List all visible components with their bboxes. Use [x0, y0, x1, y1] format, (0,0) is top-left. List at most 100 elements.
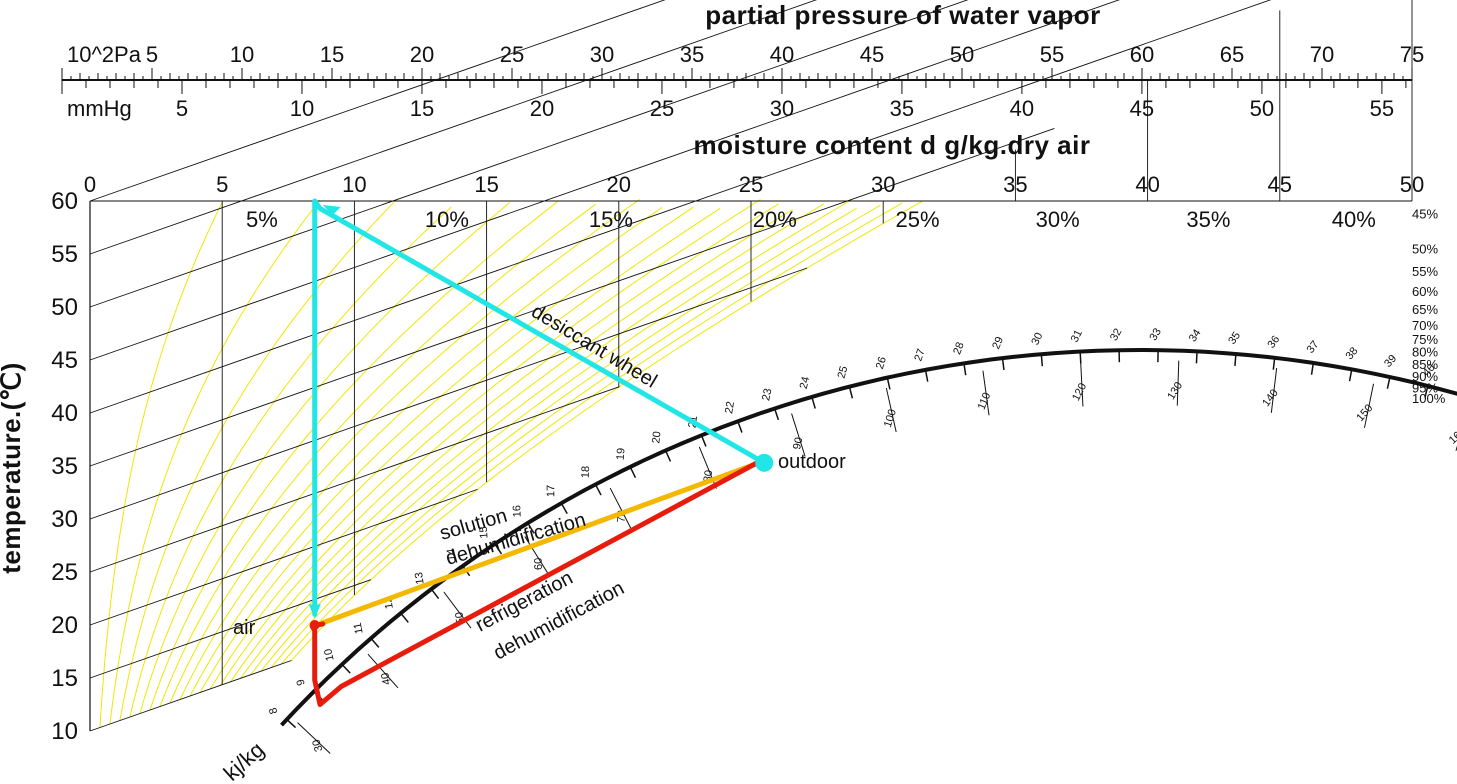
bulb-tick [629, 466, 637, 479]
bulb-tick-label: 18 [580, 466, 592, 479]
bulb-tick [1079, 351, 1082, 364]
outdoor-point-label: outdoor [778, 451, 846, 473]
rh-right-label: 80% [1412, 345, 1438, 360]
enthalpy-tick-label: 90 [791, 436, 805, 451]
bulb-tick-label: 37 [1305, 339, 1322, 356]
moisture-tick-label: 30 [871, 172, 895, 197]
pa-tick-label: 60 [1130, 42, 1154, 67]
rh-curve [209, 199, 761, 690]
isotherm-line [89, 488, 478, 626]
partial-pressure-title: partial pressure of water vapor [705, 0, 1101, 30]
moisture-tick-label: 5 [216, 172, 228, 197]
isotherm-line [89, 660, 292, 732]
isotherm-line [89, 267, 808, 520]
rh-top-label: 35% [1186, 207, 1230, 232]
rh-right-label: 60% [1412, 284, 1438, 299]
bulb-tick-label: 27 [912, 347, 927, 363]
bulb-tick-label: 14 [445, 548, 458, 561]
bulb-tick-label: 11 [352, 622, 366, 636]
bulb-tick [1040, 354, 1044, 367]
rh-curve [219, 203, 779, 686]
bulb-tick-label: 35 [1226, 330, 1243, 347]
rh-top-label: 30% [1036, 207, 1080, 232]
rh-curve [169, 198, 640, 704]
bulb-tick-label: 30 [1029, 331, 1045, 347]
bulb-tick [700, 435, 707, 447]
temperature-tick-label: 10 [51, 718, 78, 745]
bulb-tick [886, 377, 891, 390]
pa-tick-label: 40 [770, 42, 794, 67]
rh-top-label: 10% [425, 207, 469, 232]
partial-pressure-scale: partial pressure of water vapor 10^2Pa m… [61, 0, 1424, 121]
bulb-tick-label: 19 [615, 448, 628, 461]
bulb-tick [1348, 369, 1353, 382]
pa-tick-label: 5 [146, 42, 158, 67]
bulb-tick [560, 502, 568, 514]
moisture-tick-label: 15 [474, 172, 498, 197]
bulb-tick [1424, 385, 1429, 398]
pa-tick-label: 45 [860, 42, 884, 67]
bulb-tick [1195, 351, 1198, 364]
mmhg-tick-label: 55 [1370, 96, 1394, 121]
rh-right-label: 75% [1412, 332, 1438, 347]
bulb-tick-label: 8 [267, 706, 280, 715]
bulb-tick [341, 663, 351, 674]
rh-right-label: 55% [1412, 264, 1438, 279]
enthalpy-tick-label: 120 [1070, 381, 1089, 403]
isotherm-line [89, 0, 666, 202]
enthalpy-tick [1080, 361, 1084, 407]
process-line [320, 460, 762, 626]
mmhg-tick-label: 50 [1250, 96, 1274, 121]
desiccant-down-arrowhead [308, 604, 321, 619]
mmhg-tick-group: 5 10 15 20 25 30 35 40 45 50 55 [61, 80, 1407, 121]
process-line [312, 198, 767, 617]
bulb-tick-label: 10 [322, 647, 336, 662]
bulb-tick-label: 33 [1147, 326, 1164, 343]
enthalpy-tick-label: 150 [1354, 402, 1375, 424]
bulb-tick [1234, 353, 1237, 366]
pa-tick-label: 65 [1220, 42, 1244, 67]
enthalpy-tick [885, 387, 897, 433]
bulb-tick [773, 408, 780, 421]
bulb-tick-label: 15 [478, 526, 491, 539]
bulb-tick-label: 9 [295, 678, 308, 687]
rh-curve [270, 204, 881, 668]
bulb-tick [848, 386, 854, 399]
enthalpy-tick-label: 110 [976, 391, 994, 412]
mmhg-tick-label: 10 [290, 96, 314, 121]
bulb-tick [737, 421, 743, 433]
temperature-tick-label: 20 [51, 612, 78, 639]
temperature-tick-label: 30 [51, 506, 78, 533]
mmhg-tick-label: 30 [770, 96, 794, 121]
bulb-tick [1272, 357, 1276, 370]
enthalpy-tick-label: 30 [310, 738, 325, 753]
bulb-tick [527, 522, 535, 534]
bulb-tick [370, 637, 380, 648]
enthalpy-unit-label: kj/kg [219, 737, 269, 784]
rh-top-label: 20% [753, 207, 797, 232]
bulb-tick-label: 32 [1108, 326, 1124, 343]
isotherm-line [89, 0, 818, 255]
enthalpy-tick [982, 370, 990, 416]
rh-curve [179, 207, 663, 700]
mmhg-tick-label: 25 [650, 96, 674, 121]
chart-grid [89, 0, 1413, 732]
rh-curve [189, 206, 694, 697]
mmhg-tick-label: 20 [530, 96, 554, 121]
rh-top-label: 15% [589, 207, 633, 232]
rh-curve [291, 200, 923, 661]
bulb-tick-label: 24 [798, 375, 813, 390]
rh-curve [240, 203, 824, 679]
enthalpy-tick-label: 140 [1260, 387, 1281, 409]
air-point [309, 620, 320, 630]
rh-right-label: 100% [1412, 391, 1446, 406]
bulb-tick-label: 29 [990, 335, 1006, 351]
isotherm-line [89, 0, 1272, 414]
bulb-tick-label: 23 [760, 387, 774, 401]
temperature-tick-label: 55 [51, 241, 78, 268]
temperature-tick-label: 35 [51, 453, 78, 480]
mmhg-tick-label: 5 [176, 96, 188, 121]
process-annotations: desiccant wheel solution dehumidificatio… [233, 300, 846, 664]
